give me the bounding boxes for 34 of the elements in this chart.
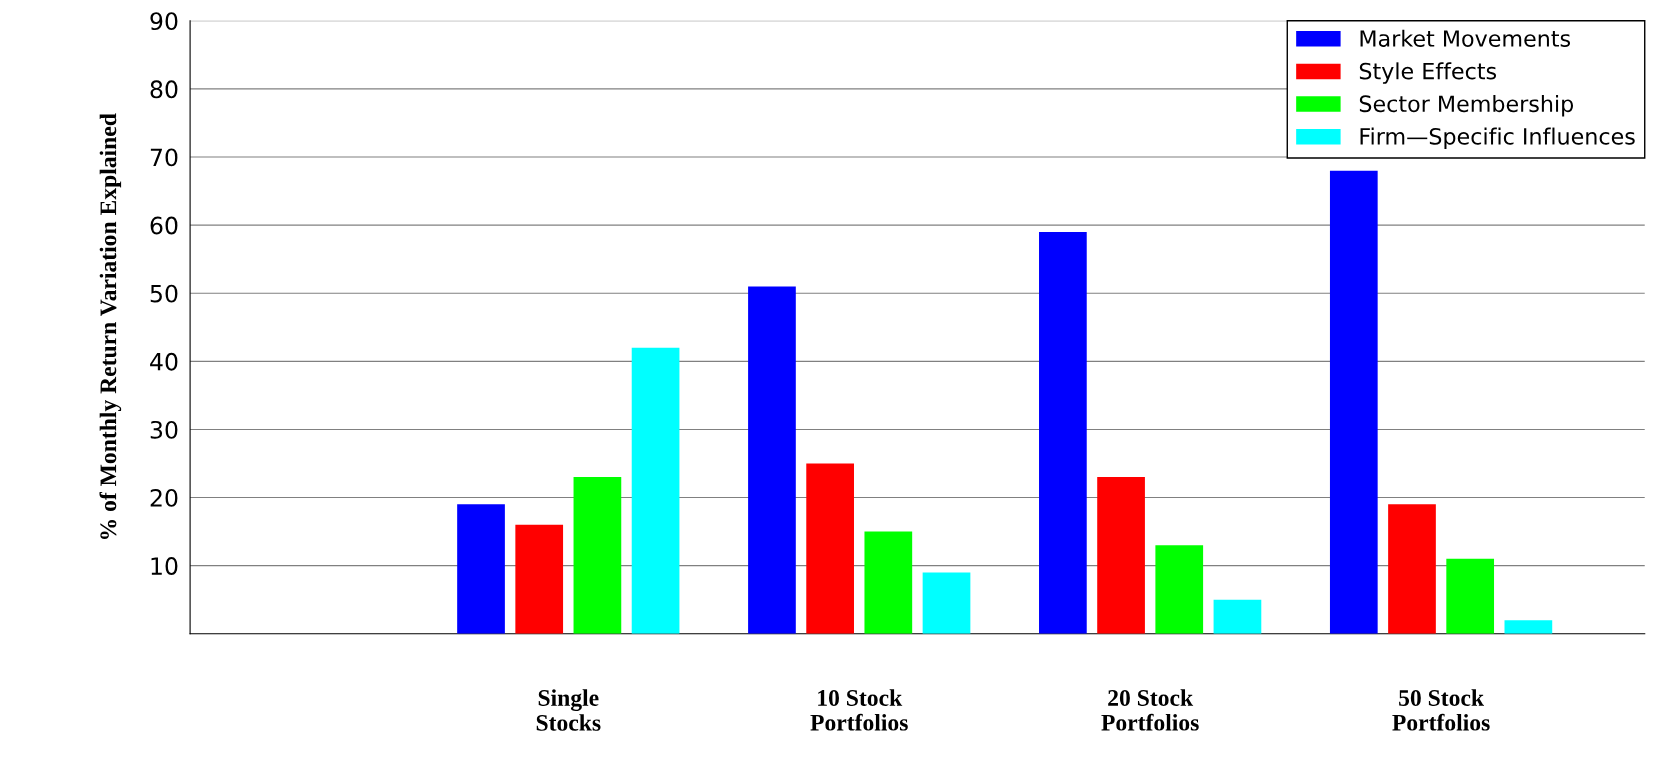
x-tick-label: 50 Stock Portfolios [1392, 689, 1490, 731]
y-tick-label: 80 [150, 80, 178, 99]
y-tick-label: 10 [151, 557, 178, 575]
bar [1388, 504, 1436, 634]
y-tick-label: 90 [150, 12, 178, 31]
legend-label: Firm—Specific Influences [1360, 127, 1635, 150]
bar [922, 572, 971, 634]
x-tick-label: 10 Stock Portfolios [810, 689, 908, 731]
x-tick-label: Single Stocks [536, 689, 601, 731]
legend-label: Style Effects [1359, 62, 1497, 84]
bar [1039, 231, 1087, 634]
bar [1446, 558, 1495, 634]
bar [1504, 620, 1553, 634]
bar [457, 504, 505, 634]
bar [1329, 170, 1378, 634]
bar [515, 524, 564, 634]
bar [631, 347, 680, 634]
y-tick-label: 60 [150, 216, 178, 235]
bar [864, 531, 913, 634]
bar [1213, 599, 1262, 634]
bar [573, 477, 622, 634]
bar [806, 463, 854, 634]
bar [1155, 545, 1204, 634]
y-tick-label: 40 [150, 352, 178, 371]
y-tick-label: 20 [150, 489, 178, 507]
legend-label: Market Movements [1360, 29, 1571, 47]
y-tick-label: 30 [150, 420, 178, 439]
x-tick-label: 20 Stock Portfolios [1101, 689, 1199, 731]
bar [1097, 477, 1145, 634]
y-tick-label: 50 [150, 284, 178, 303]
y-axis-title: % of Monthly Return Variation Explained [99, 113, 122, 540]
bar [748, 286, 796, 634]
y-tick-label: 70 [150, 148, 178, 167]
legend-label: Sector Membership [1359, 94, 1574, 117]
